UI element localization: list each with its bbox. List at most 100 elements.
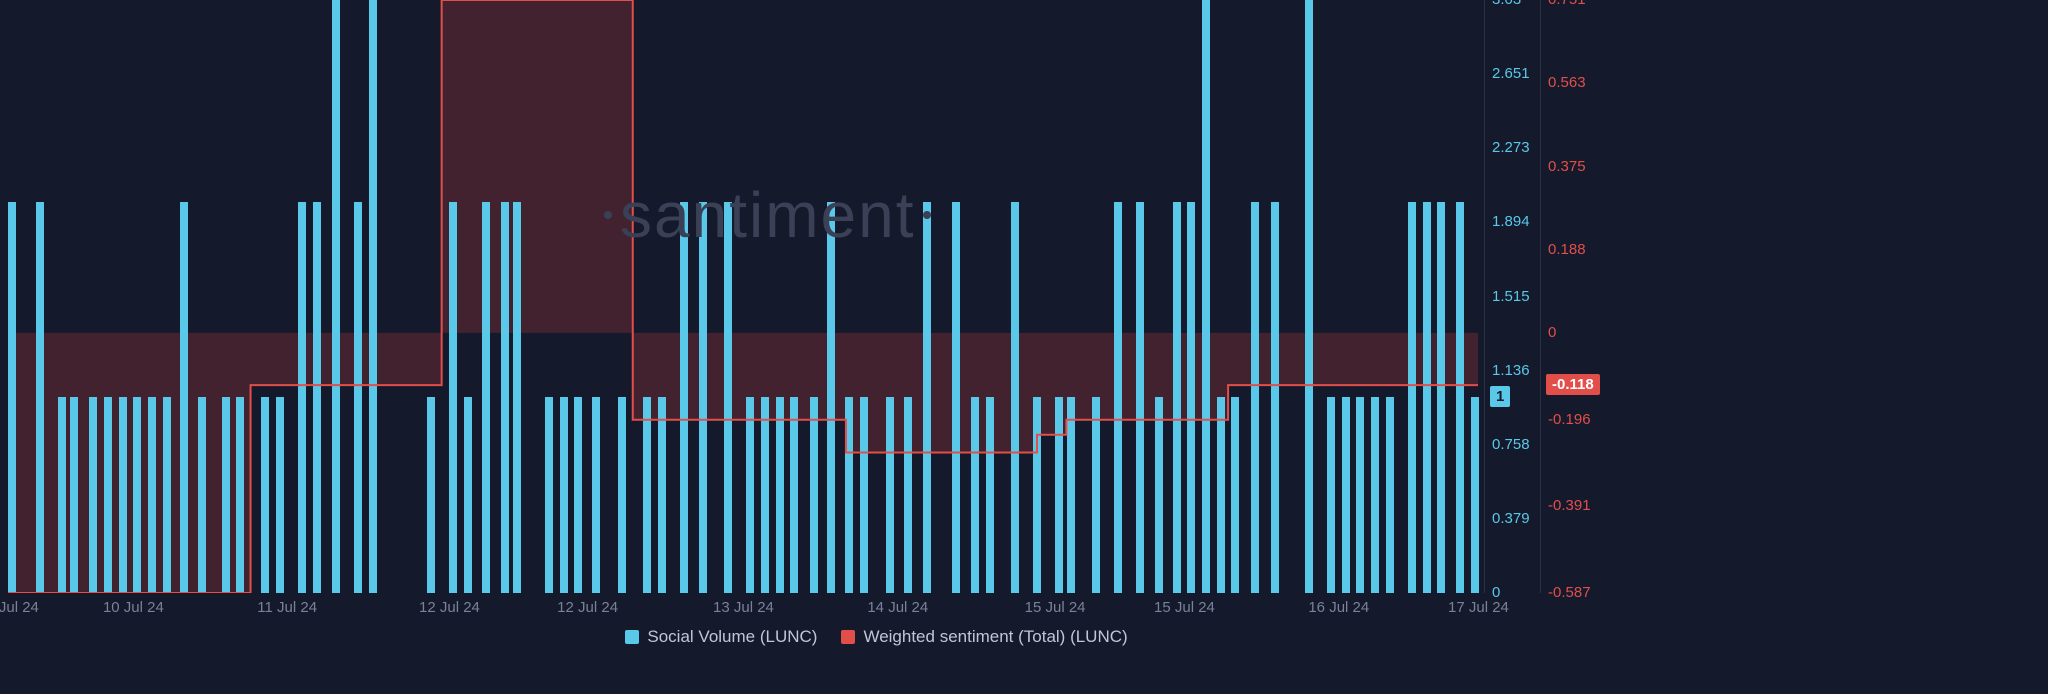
x-tick-label: 11 Jul 24: [257, 599, 317, 616]
bar[interactable]: [70, 397, 78, 593]
bar[interactable]: [276, 397, 284, 593]
plot-area[interactable]: santiment: [8, 0, 1478, 593]
bar[interactable]: [332, 0, 340, 593]
bar[interactable]: [1055, 397, 1063, 593]
y1-tick-label: 0.379: [1492, 510, 1530, 527]
bar[interactable]: [198, 397, 206, 593]
bar[interactable]: [1114, 202, 1122, 593]
y1-tick-label: 1.136: [1492, 362, 1530, 379]
bar[interactable]: [618, 397, 626, 593]
x-tick-label: 12 Jul 24: [419, 599, 480, 616]
y1-tick-label: 1.894: [1492, 213, 1530, 230]
bar[interactable]: [724, 202, 732, 593]
bar[interactable]: [1217, 397, 1225, 593]
bar[interactable]: [36, 202, 44, 593]
legend-swatch: [625, 630, 639, 644]
y1-tick-label: 0.758: [1492, 436, 1530, 453]
y2-tick-label: -0.196: [1548, 411, 1591, 428]
bar[interactable]: [236, 397, 244, 593]
bar[interactable]: [560, 397, 568, 593]
bar[interactable]: [1371, 397, 1379, 593]
bar[interactable]: [845, 397, 853, 593]
sentiment-chart: santiment 00.3790.7581.1361.5151.8942.27…: [0, 0, 2048, 694]
bar[interactable]: [1202, 0, 1210, 593]
bar[interactable]: [163, 397, 171, 593]
bar[interactable]: [776, 397, 784, 593]
bar[interactable]: [222, 397, 230, 593]
bar[interactable]: [104, 397, 112, 593]
bar[interactable]: [574, 397, 582, 593]
bar[interactable]: [643, 397, 651, 593]
bar[interactable]: [545, 397, 553, 593]
bar[interactable]: [1187, 202, 1195, 593]
bar[interactable]: [354, 202, 362, 593]
bar[interactable]: [1342, 397, 1350, 593]
bar[interactable]: [1456, 202, 1464, 593]
bar[interactable]: [464, 397, 472, 593]
legend-item-social-volume[interactable]: Social Volume (LUNC): [625, 627, 817, 647]
bar[interactable]: [1173, 202, 1181, 593]
y1-tick-label: 3.03: [1492, 0, 1521, 8]
bar[interactable]: [680, 202, 688, 593]
bar[interactable]: [746, 397, 754, 593]
bar[interactable]: [986, 397, 994, 593]
legend-item-sentiment[interactable]: Weighted sentiment (Total) (LUNC): [841, 627, 1127, 647]
bar[interactable]: [923, 202, 931, 593]
bar[interactable]: [1011, 202, 1019, 593]
bar[interactable]: [1092, 397, 1100, 593]
y2-tick-label: 0.563: [1548, 74, 1586, 91]
bar[interactable]: [971, 397, 979, 593]
x-tick-label: 17 Jul 24: [1448, 599, 1509, 616]
y1-tick-label: 2.273: [1492, 139, 1530, 156]
bar[interactable]: [1136, 202, 1144, 593]
x-tick-label: 15 Jul 24: [1154, 599, 1215, 616]
bar[interactable]: [1408, 202, 1416, 593]
bar[interactable]: [658, 397, 666, 593]
y2-tick-label: -0.391: [1548, 497, 1591, 514]
bar[interactable]: [313, 202, 321, 593]
bar[interactable]: [1437, 202, 1445, 593]
bar[interactable]: [449, 202, 457, 593]
bar[interactable]: [133, 397, 141, 593]
bar[interactable]: [1356, 397, 1364, 593]
bar[interactable]: [261, 397, 269, 593]
x-tick-label: 12 Jul 24: [557, 599, 618, 616]
bar[interactable]: [1423, 202, 1431, 593]
bar[interactable]: [180, 202, 188, 593]
bar[interactable]: [699, 202, 707, 593]
bar[interactable]: [482, 202, 490, 593]
bar[interactable]: [860, 397, 868, 593]
bar[interactable]: [790, 397, 798, 593]
bar[interactable]: [119, 397, 127, 593]
bar[interactable]: [513, 202, 521, 593]
legend-label: Social Volume (LUNC): [647, 627, 817, 647]
bar[interactable]: [1386, 397, 1394, 593]
bar[interactable]: [501, 202, 509, 593]
bar[interactable]: [1471, 397, 1479, 593]
bar[interactable]: [89, 397, 97, 593]
bar[interactable]: [952, 202, 960, 593]
bar[interactable]: [827, 202, 835, 593]
bar-series: [8, 0, 1478, 593]
bar[interactable]: [810, 397, 818, 593]
bar[interactable]: [369, 0, 377, 593]
bar[interactable]: [886, 397, 894, 593]
bar[interactable]: [1251, 202, 1259, 593]
bar[interactable]: [148, 397, 156, 593]
bar[interactable]: [1067, 397, 1075, 593]
bar[interactable]: [1033, 397, 1041, 593]
bar[interactable]: [1271, 202, 1279, 593]
y1-tick-label: 2.651: [1492, 65, 1530, 82]
bar[interactable]: [58, 397, 66, 593]
bar[interactable]: [1231, 397, 1239, 593]
bar[interactable]: [1305, 0, 1313, 593]
bar[interactable]: [1155, 397, 1163, 593]
bar[interactable]: [298, 202, 306, 593]
bar[interactable]: [904, 397, 912, 593]
bar[interactable]: [8, 202, 16, 593]
bar[interactable]: [592, 397, 600, 593]
bar[interactable]: [1327, 397, 1335, 593]
y2-tick-label: 0.751: [1548, 0, 1586, 8]
bar[interactable]: [761, 397, 769, 593]
bar[interactable]: [427, 397, 435, 593]
